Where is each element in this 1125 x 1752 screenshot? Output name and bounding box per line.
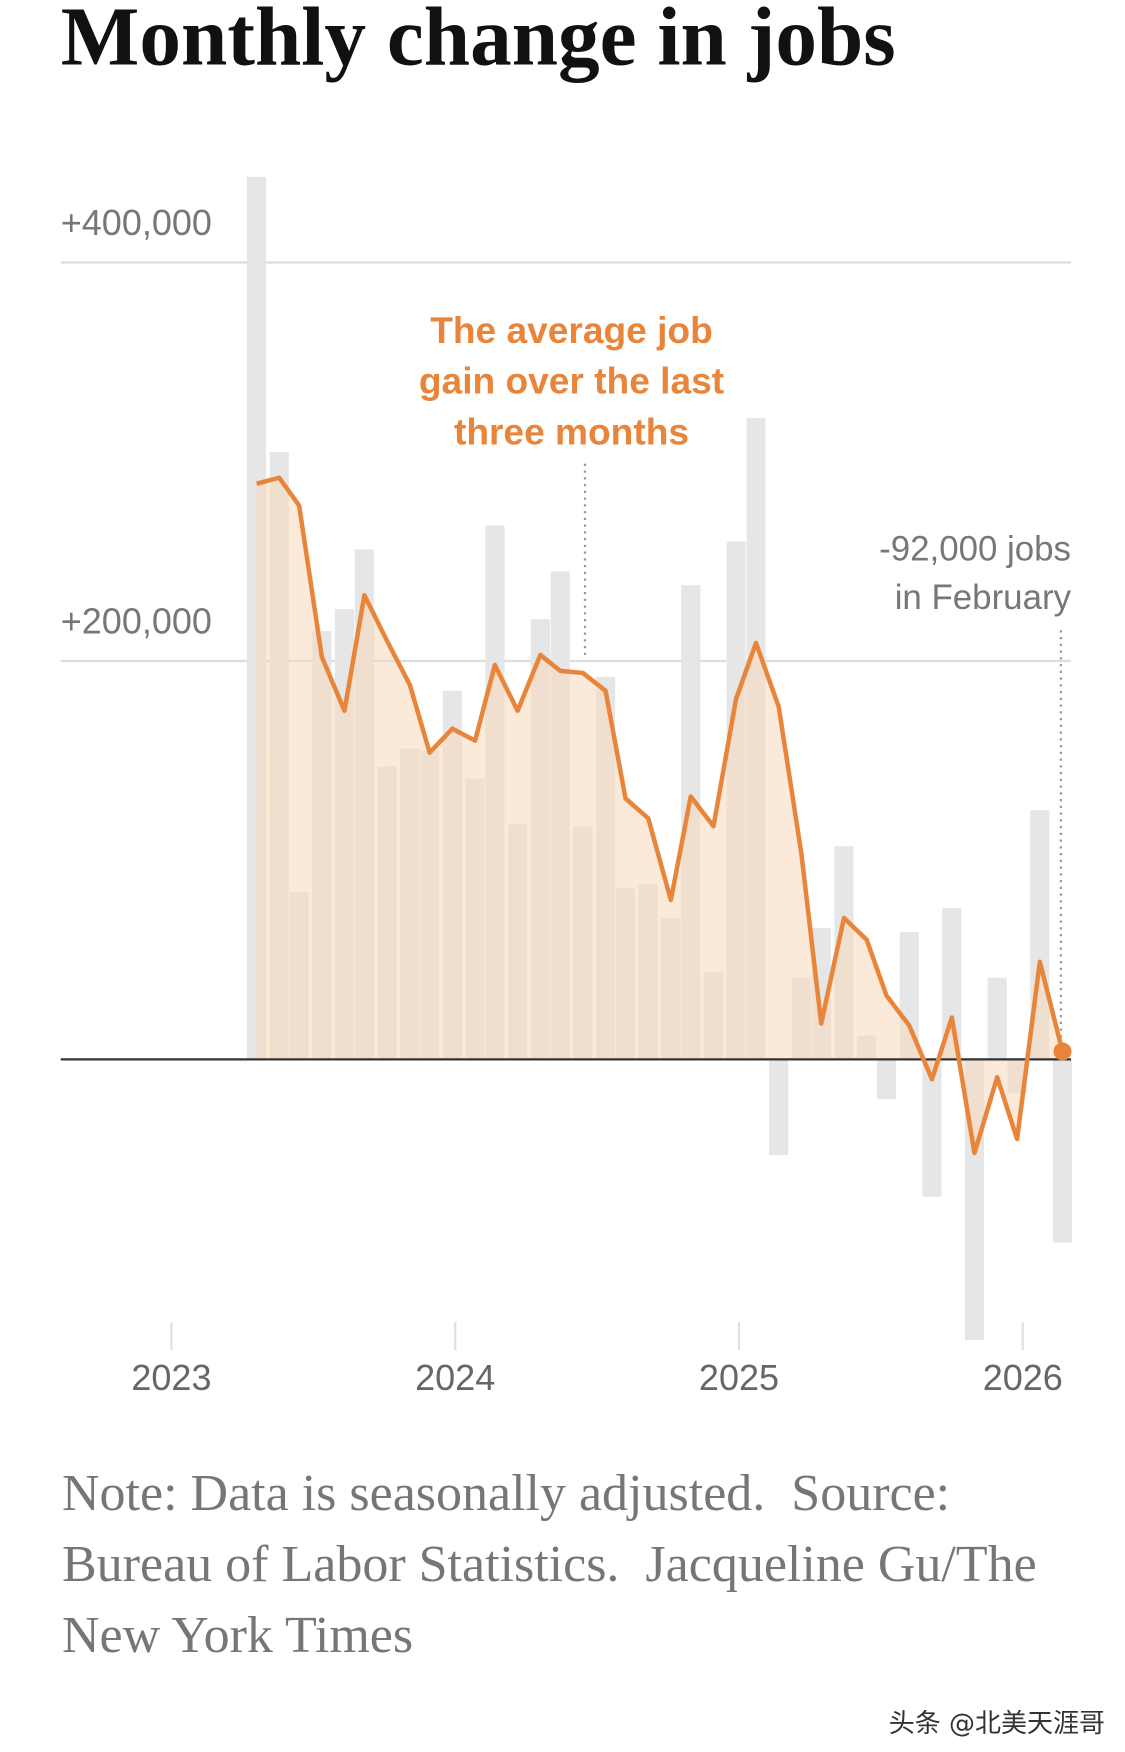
y-tick-label: +400,000 xyxy=(61,202,212,243)
bar xyxy=(1052,1059,1073,1243)
chart-title: Monthly change in jobs xyxy=(61,0,896,83)
watermark: 头条 @北美天涯哥 xyxy=(888,1709,1105,1739)
x-tick-label: 2024 xyxy=(415,1357,495,1398)
annotation: The average job gain over the last three m… xyxy=(419,309,724,452)
y-tick-label: +200,000 xyxy=(61,600,212,641)
bar xyxy=(769,1059,789,1155)
bar xyxy=(876,1059,897,1100)
annotation-line: three months xyxy=(454,410,689,452)
line xyxy=(256,475,1065,1156)
note: Note: Data is seasonally adjusted. Sourc… xyxy=(62,1465,1050,1664)
x-tick-label: 2023 xyxy=(131,1357,211,1398)
area xyxy=(256,477,1063,1153)
end-annotation: -92,000 jobs xyxy=(879,530,1071,569)
annotation-line: The average job xyxy=(430,309,713,351)
end-annotation: in February xyxy=(895,578,1072,617)
annotation-line: gain over the last xyxy=(419,360,724,402)
bar xyxy=(987,977,1007,1060)
bar xyxy=(942,907,962,1060)
end-dot xyxy=(1053,1042,1072,1061)
x-tick-label: 2026 xyxy=(983,1357,1063,1398)
x-tick-label: 2025 xyxy=(699,1357,779,1398)
bar xyxy=(922,1059,942,1197)
